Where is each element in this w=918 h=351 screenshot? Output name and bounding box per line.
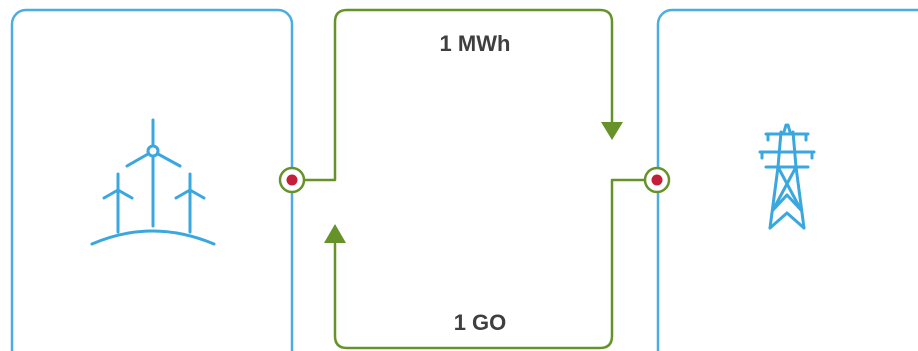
- flow-loop-line: [304, 8, 614, 182]
- energy-flow-label: 1 MWh: [440, 31, 511, 56]
- certificate-arrow-up: [324, 224, 346, 243]
- transmission-tower-icon: [758, 123, 816, 230]
- certificate-flow-label: 1 GO: [454, 310, 507, 335]
- wind-turbines-icon: [90, 118, 216, 246]
- energy-arrow-down: [601, 122, 623, 140]
- flow-return-line: [333, 178, 657, 350]
- producer-port: [278, 166, 306, 194]
- grid-port: [643, 166, 671, 194]
